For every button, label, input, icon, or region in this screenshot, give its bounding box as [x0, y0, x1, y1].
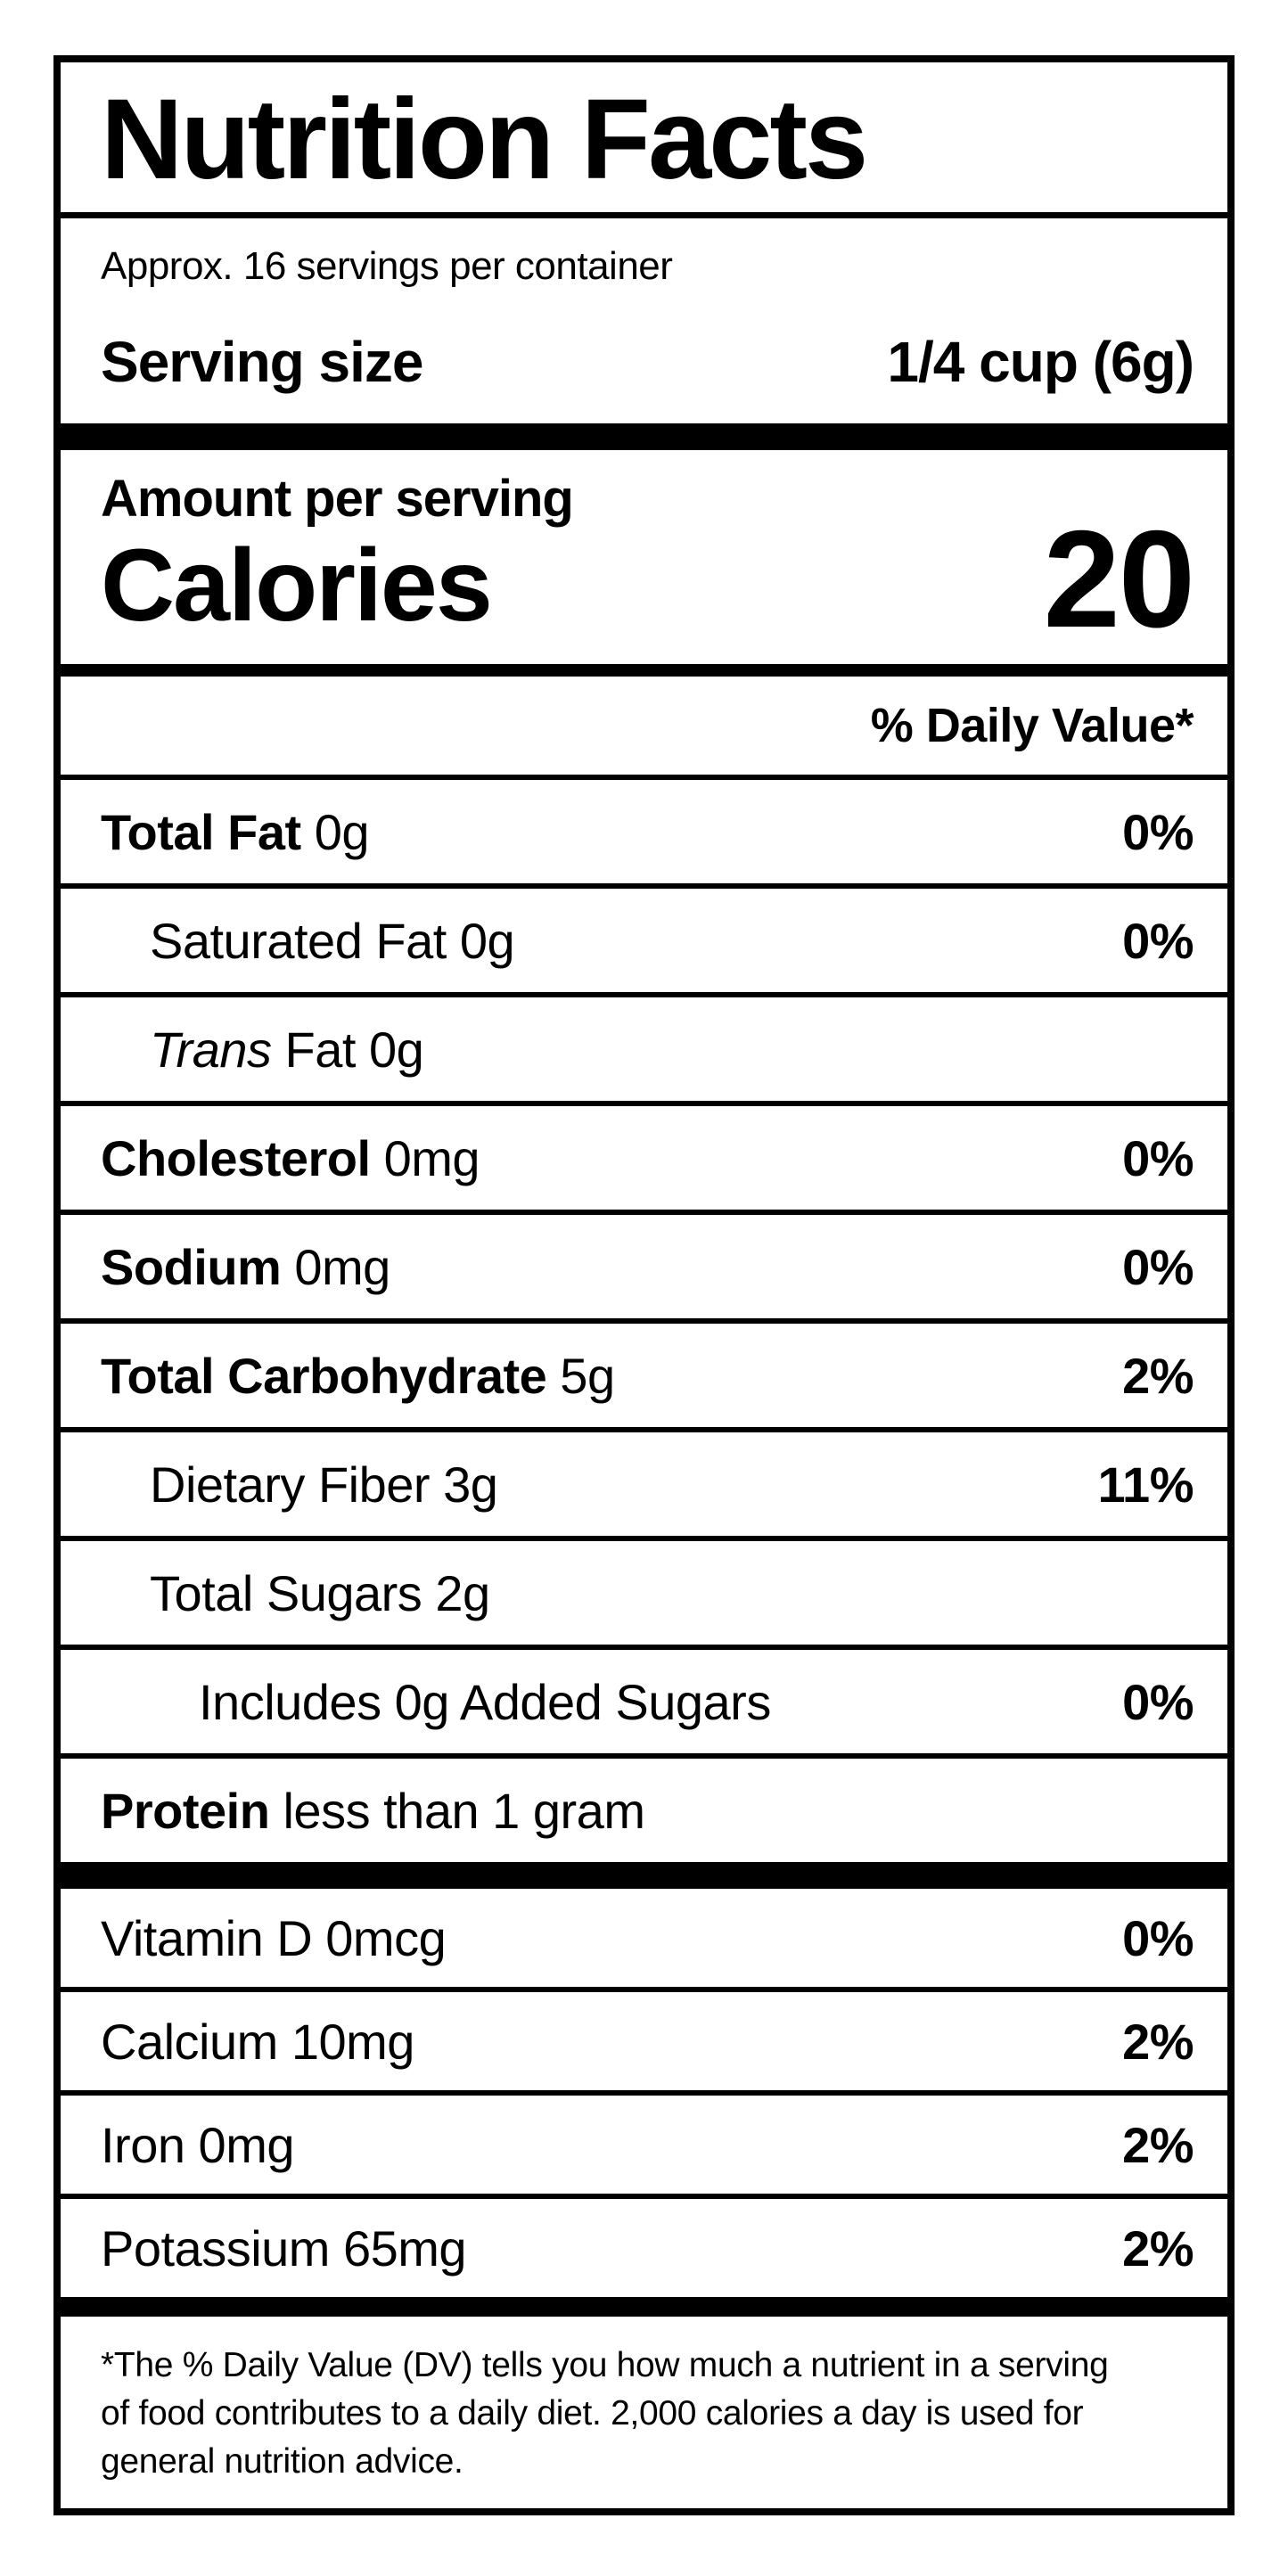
percent-value: 0%	[1122, 1129, 1194, 1186]
nutrient-row-dietary-fiber: Dietary Fiber 3g 11%	[150, 1456, 1194, 1513]
thick-bar-above-micronutrients	[61, 1862, 1227, 1889]
footnote-line: of food contributes to a daily diet. 2,0…	[101, 2393, 1084, 2432]
calories-section: Amount per serving Calories 20	[61, 450, 1227, 664]
percent-value: 0%	[1122, 1238, 1194, 1295]
daily-value-footnote: *The % Daily Value (DV) tells you how mu…	[61, 2317, 1227, 2508]
nutrient-row-cholesterol: Cholesterol 0mg 0%	[101, 1129, 1194, 1186]
nutrient-row-total-carbohydrate: Total Carbohydrate 5g 2%	[101, 1347, 1194, 1404]
divider	[61, 2090, 1227, 2096]
serving-size-value: 1/4 cup (6g)	[887, 330, 1194, 394]
divider	[61, 1536, 1227, 1541]
micronutrient-row-potassium: Potassium 65mg 2%	[101, 2219, 1194, 2277]
micronutrient-row-calcium: Calcium 10mg 2%	[101, 2013, 1194, 2070]
divider-under-calories	[61, 664, 1227, 677]
divider	[61, 1645, 1227, 1650]
nutrient-row-total-fat: Total Fat 0g 0%	[101, 803, 1194, 860]
serving-size-label: Serving size	[101, 330, 423, 394]
percent-value: 0%	[1122, 1909, 1194, 1966]
nutrient-row-trans-fat: Trans Fat 0g	[150, 1021, 424, 1078]
percent-value: 11%	[1097, 1456, 1194, 1513]
title-section: Nutrition Facts	[61, 62, 1227, 212]
percent-value: 2%	[1122, 2116, 1194, 2173]
daily-value-header-row: % Daily Value*	[61, 677, 1227, 775]
calories-label: Calories	[101, 528, 493, 643]
percent-value: 0%	[1122, 1673, 1194, 1730]
nutrient-row-total-sugars: Total Sugars 2g	[150, 1564, 490, 1621]
micronutrient-row-iron: Iron 0mg 2%	[101, 2116, 1194, 2173]
nutrient-row-protein: Protein less than 1 gram	[101, 1782, 645, 1839]
servings-per-container: Approx. 16 servings per container	[101, 244, 673, 288]
thick-bar-above-footnote	[61, 2297, 1227, 2317]
percent-value: 2%	[1122, 1347, 1194, 1404]
nutrient-row-added-sugars: Includes 0g Added Sugars 0%	[199, 1673, 1194, 1730]
nutrient-row-sodium: Sodium 0mg 0%	[101, 1238, 1194, 1295]
footnote-line: general nutrition advice.	[101, 2441, 464, 2481]
nutrition-facts-label: Nutrition Facts Approx. 16 servings per …	[53, 55, 1235, 2515]
divider	[61, 2194, 1227, 2199]
divider	[61, 883, 1227, 889]
divider	[61, 1753, 1227, 1759]
nutrient-row-saturated-fat: Saturated Fat 0g 0%	[150, 912, 1194, 969]
label-title: Nutrition Facts	[101, 76, 868, 203]
calories-value: 20	[1043, 501, 1195, 656]
percent-value: 0%	[1122, 803, 1194, 860]
micronutrient-row-vitamin-d: Vitamin D 0mcg 0%	[101, 1909, 1194, 1966]
serving-info-section: Approx. 16 servings per container Servin…	[61, 218, 1227, 423]
divider-under-title	[61, 212, 1227, 218]
serving-size-row: Serving size 1/4 cup (6g)	[101, 328, 1194, 397]
percent-value: 2%	[1122, 2013, 1194, 2070]
divider	[61, 992, 1227, 997]
divider	[61, 775, 1227, 780]
divider	[61, 1987, 1227, 1992]
footnote-line: *The % Daily Value (DV) tells you how mu…	[101, 2346, 1109, 2384]
divider	[61, 1101, 1227, 1106]
daily-value-header: % Daily Value*	[870, 699, 1194, 752]
thick-bar-above-calories	[61, 423, 1227, 450]
amount-per-serving-label: Amount per serving	[101, 470, 574, 528]
divider	[61, 1427, 1227, 1432]
divider	[61, 1318, 1227, 1324]
divider	[61, 1210, 1227, 1215]
percent-value: 0%	[1122, 912, 1194, 969]
percent-value: 2%	[1122, 2219, 1194, 2277]
